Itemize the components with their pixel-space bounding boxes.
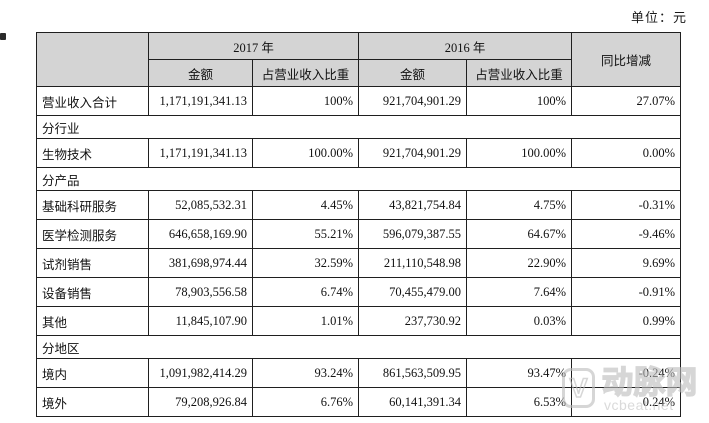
share-2017: 1.01% (251, 306, 360, 336)
yoy-change: -0.24% (571, 358, 682, 388)
amount-2016: 237,730.92 (358, 306, 468, 336)
revenue-table-body: 营业收入合计 1,171,191,341.13 100% 921,704,901.29… (35, 86, 682, 417)
share-2016: 93.47% (466, 358, 573, 388)
amount-2016: 861,563,509.95 (358, 358, 468, 388)
section-row: 分地区 (35, 335, 682, 359)
header-row-years: 2017 年 2016 年 同比增减 (36, 32, 682, 87)
share-2016: 64.67% (466, 219, 573, 249)
row-label: 其他 (36, 306, 149, 336)
yoy-change: -0.91% (571, 277, 682, 307)
row-label: 生物技术 (36, 138, 149, 168)
share-2017: 4.45% (251, 190, 360, 220)
share-2016: 4.75% (466, 190, 573, 220)
share-2016: 100.00% (466, 138, 573, 168)
amount-2016: 596,079,387.55 (358, 219, 468, 249)
amount-2016: 921,704,901.29 (358, 86, 468, 116)
amount-2016: 70,455,479.00 (358, 277, 468, 307)
section-label: 分产品 (35, 167, 682, 191)
share-2016: 22.90% (466, 248, 573, 278)
share-2016: 100% (466, 86, 573, 116)
header-row-measures: 金额 占营业收入比重 金额 占营业收入比重 (37, 59, 681, 87)
row-label: 境外 (36, 387, 149, 417)
amount-2017: 79,208,926.84 (148, 387, 253, 417)
header-share-2016: 占营业收入比重 (466, 59, 573, 87)
share-2017: 32.59% (251, 248, 360, 278)
header-yoy-change: 同比增减 (571, 32, 682, 87)
table-row: 医学检测服务 646,658,169.90 55.21% 596,079,387.55… (36, 219, 682, 249)
amount-2016: 60,141,391.34 (358, 387, 468, 417)
amount-2016: 921,704,901.29 (358, 138, 468, 168)
table-row: 试剂销售 381,698,974.44 32.59% 211,110,548.98 22… (36, 248, 682, 278)
amount-2016: 43,821,754.84 (358, 190, 468, 220)
yoy-change: 9.69% (571, 248, 682, 278)
amount-2017: 1,171,191,341.13 (148, 86, 253, 116)
share-2017: 93.24% (251, 358, 360, 388)
unit-label: 单位：元 (630, 10, 687, 25)
share-2016: 6.53% (466, 387, 573, 417)
header-amount-2016: 金额 (358, 59, 468, 87)
row-label: 境内 (36, 358, 149, 388)
scan-artifact (0, 33, 6, 40)
row-label: 基础科研服务 (36, 190, 149, 220)
header-empty-cell (36, 32, 149, 87)
table-row: 境外 79,208,926.84 6.76% 60,141,391.34 6.53% 0.… (36, 387, 682, 417)
share-2017: 100% (251, 86, 360, 116)
share-2017: 100.00% (251, 138, 360, 168)
amount-2017: 52,085,532.31 (148, 190, 253, 220)
row-label: 设备销售 (36, 277, 149, 307)
section-row: 分行业 (35, 115, 682, 139)
share-2017: 6.76% (251, 387, 360, 417)
share-2017: 55.21% (251, 219, 360, 249)
yoy-change: -0.31% (571, 190, 682, 220)
table-row: 生物技术 1,171,191,341.13 100.00% 921,704,901.2… (36, 138, 682, 168)
share-2016: 7.64% (466, 277, 573, 307)
amount-2017: 11,845,107.90 (148, 306, 253, 336)
section-row: 分产品 (35, 167, 682, 191)
row-label: 试剂销售 (36, 248, 149, 278)
header-amount-2017: 金额 (148, 59, 253, 87)
section-label: 分行业 (35, 115, 682, 139)
row-label: 营业收入合计 (36, 86, 149, 116)
header-year-2016: 2016 年 (358, 32, 573, 60)
section-label: 分地区 (35, 335, 682, 359)
amount-2017: 381,698,974.44 (148, 248, 253, 278)
table-row: 境内 1,091,982,414.29 93.24% 861,563,509.95 93… (36, 358, 682, 388)
table-row: 设备销售 78,903,556.58 6.74% 70,455,479.00 7.64%… (36, 277, 682, 307)
amount-2017: 78,903,556.58 (148, 277, 253, 307)
share-2017: 6.74% (251, 277, 360, 307)
revenue-breakdown-table: 2017 年 2016 年 同比增减 金额 占营业收入比重 金额 占营业收入比重… (35, 32, 682, 417)
table-header: 2017 年 2016 年 同比增减 金额 占营业收入比重 金额 占营业收入比重 (36, 32, 682, 87)
yoy-change: -9.46% (571, 219, 682, 249)
table-row: 基础科研服务 52,085,532.31 4.45% 43,821,754.84 4.7… (36, 190, 682, 220)
yoy-change: 0.24% (571, 387, 682, 417)
yoy-change: 0.99% (571, 306, 682, 336)
yoy-change: 27.07% (571, 86, 682, 116)
amount-2017: 1,171,191,341.13 (148, 138, 253, 168)
amount-2016: 211,110,548.98 (358, 248, 468, 278)
yoy-change: 0.00% (571, 138, 682, 168)
table-row: 营业收入合计 1,171,191,341.13 100% 921,704,901.29… (36, 86, 682, 116)
header-share-2017: 占营业收入比重 (251, 59, 360, 87)
amount-2017: 1,091,982,414.29 (148, 358, 253, 388)
share-2016: 0.03% (466, 306, 573, 336)
table-row: 其他 11,845,107.90 1.01% 237,730.92 0.03% 0.99% (36, 306, 682, 336)
row-label: 医学检测服务 (36, 219, 149, 249)
header-year-2017: 2017 年 (147, 32, 360, 60)
amount-2017: 646,658,169.90 (148, 219, 253, 249)
